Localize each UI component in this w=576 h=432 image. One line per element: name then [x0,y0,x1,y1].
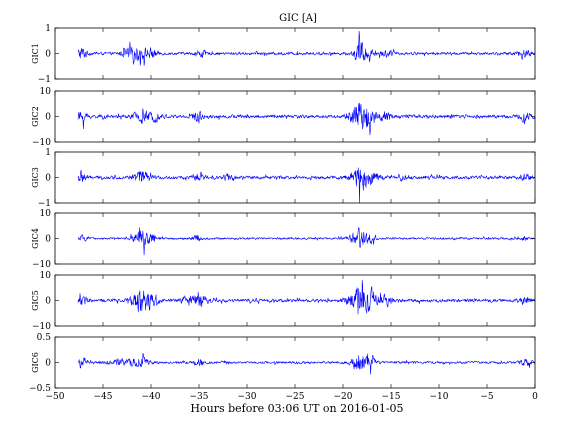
y-axis-label-5: GIC5 [31,290,40,311]
y-tick-label: −10 [32,260,51,270]
panel-6: −0.5 0 0.5 GIC6 [29,333,536,394]
y-tick-label: 0 [45,235,51,245]
y-axis-label-1: GIC1 [31,43,40,64]
y-tick-label: 1 [45,148,51,158]
x-tick-label: −50 [46,392,65,402]
gic-trace-4 [77,227,536,256]
x-tick-label: −30 [238,392,257,402]
panel-3: −1 0 1 GIC3 [31,148,536,209]
panel-1: −1 0 1 GIC1 [31,24,536,85]
x-tick-label: −20 [334,392,353,402]
gic-trace-3 [77,167,536,203]
panels-group: −101GIC1−10010GIC2−101GIC3−10010GIC4−100… [29,24,536,394]
x-tick-label: −45 [94,392,113,402]
y-tick-label: 0 [45,359,51,369]
gic-trace-1 [77,30,536,66]
gic-trace-2 [77,102,536,136]
y-tick-label: 0.5 [37,333,52,343]
y-axis-label-4: GIC4 [31,228,40,249]
y-tick-label: −10 [32,322,51,332]
x-tick-label: −25 [286,392,305,402]
x-tick-label: 0 [532,392,538,402]
y-tick-label: 0 [45,174,51,184]
y-tick-label: −1 [38,75,51,85]
figure-title: GIC [A] [279,13,317,24]
y-axis-label-3: GIC3 [31,167,40,188]
y-axis-label-6: GIC6 [31,352,40,373]
x-axis-label: Hours before 03:06 UT on 2016-01-05 [190,402,403,415]
x-tick-label: −40 [142,392,161,402]
y-tick-label: −0.5 [29,384,51,394]
y-tick-label: 0 [45,50,51,60]
y-tick-label: 0 [45,113,51,123]
panel-frame-2 [54,90,536,143]
y-tick-label: 10 [40,209,52,219]
gic-trace-6 [77,352,536,375]
x-axis: −50 −45 −40 −35 −30 −25 −20 −15 −10 −5 0 [46,392,539,402]
y-tick-label: −1 [38,199,51,209]
x-tick-label: −35 [190,392,209,402]
x-tick-label: −5 [480,392,494,402]
x-tick-label: −10 [430,392,449,402]
y-tick-label: 10 [40,87,52,97]
gic-trace-5 [77,279,536,315]
y-tick-label: 1 [45,24,51,34]
y-axis-label-2: GIC2 [31,106,40,127]
x-tick-label: −15 [382,392,401,402]
y-tick-label: 10 [40,271,52,281]
y-tick-label: −10 [32,138,51,148]
y-tick-label: 0 [45,297,51,307]
